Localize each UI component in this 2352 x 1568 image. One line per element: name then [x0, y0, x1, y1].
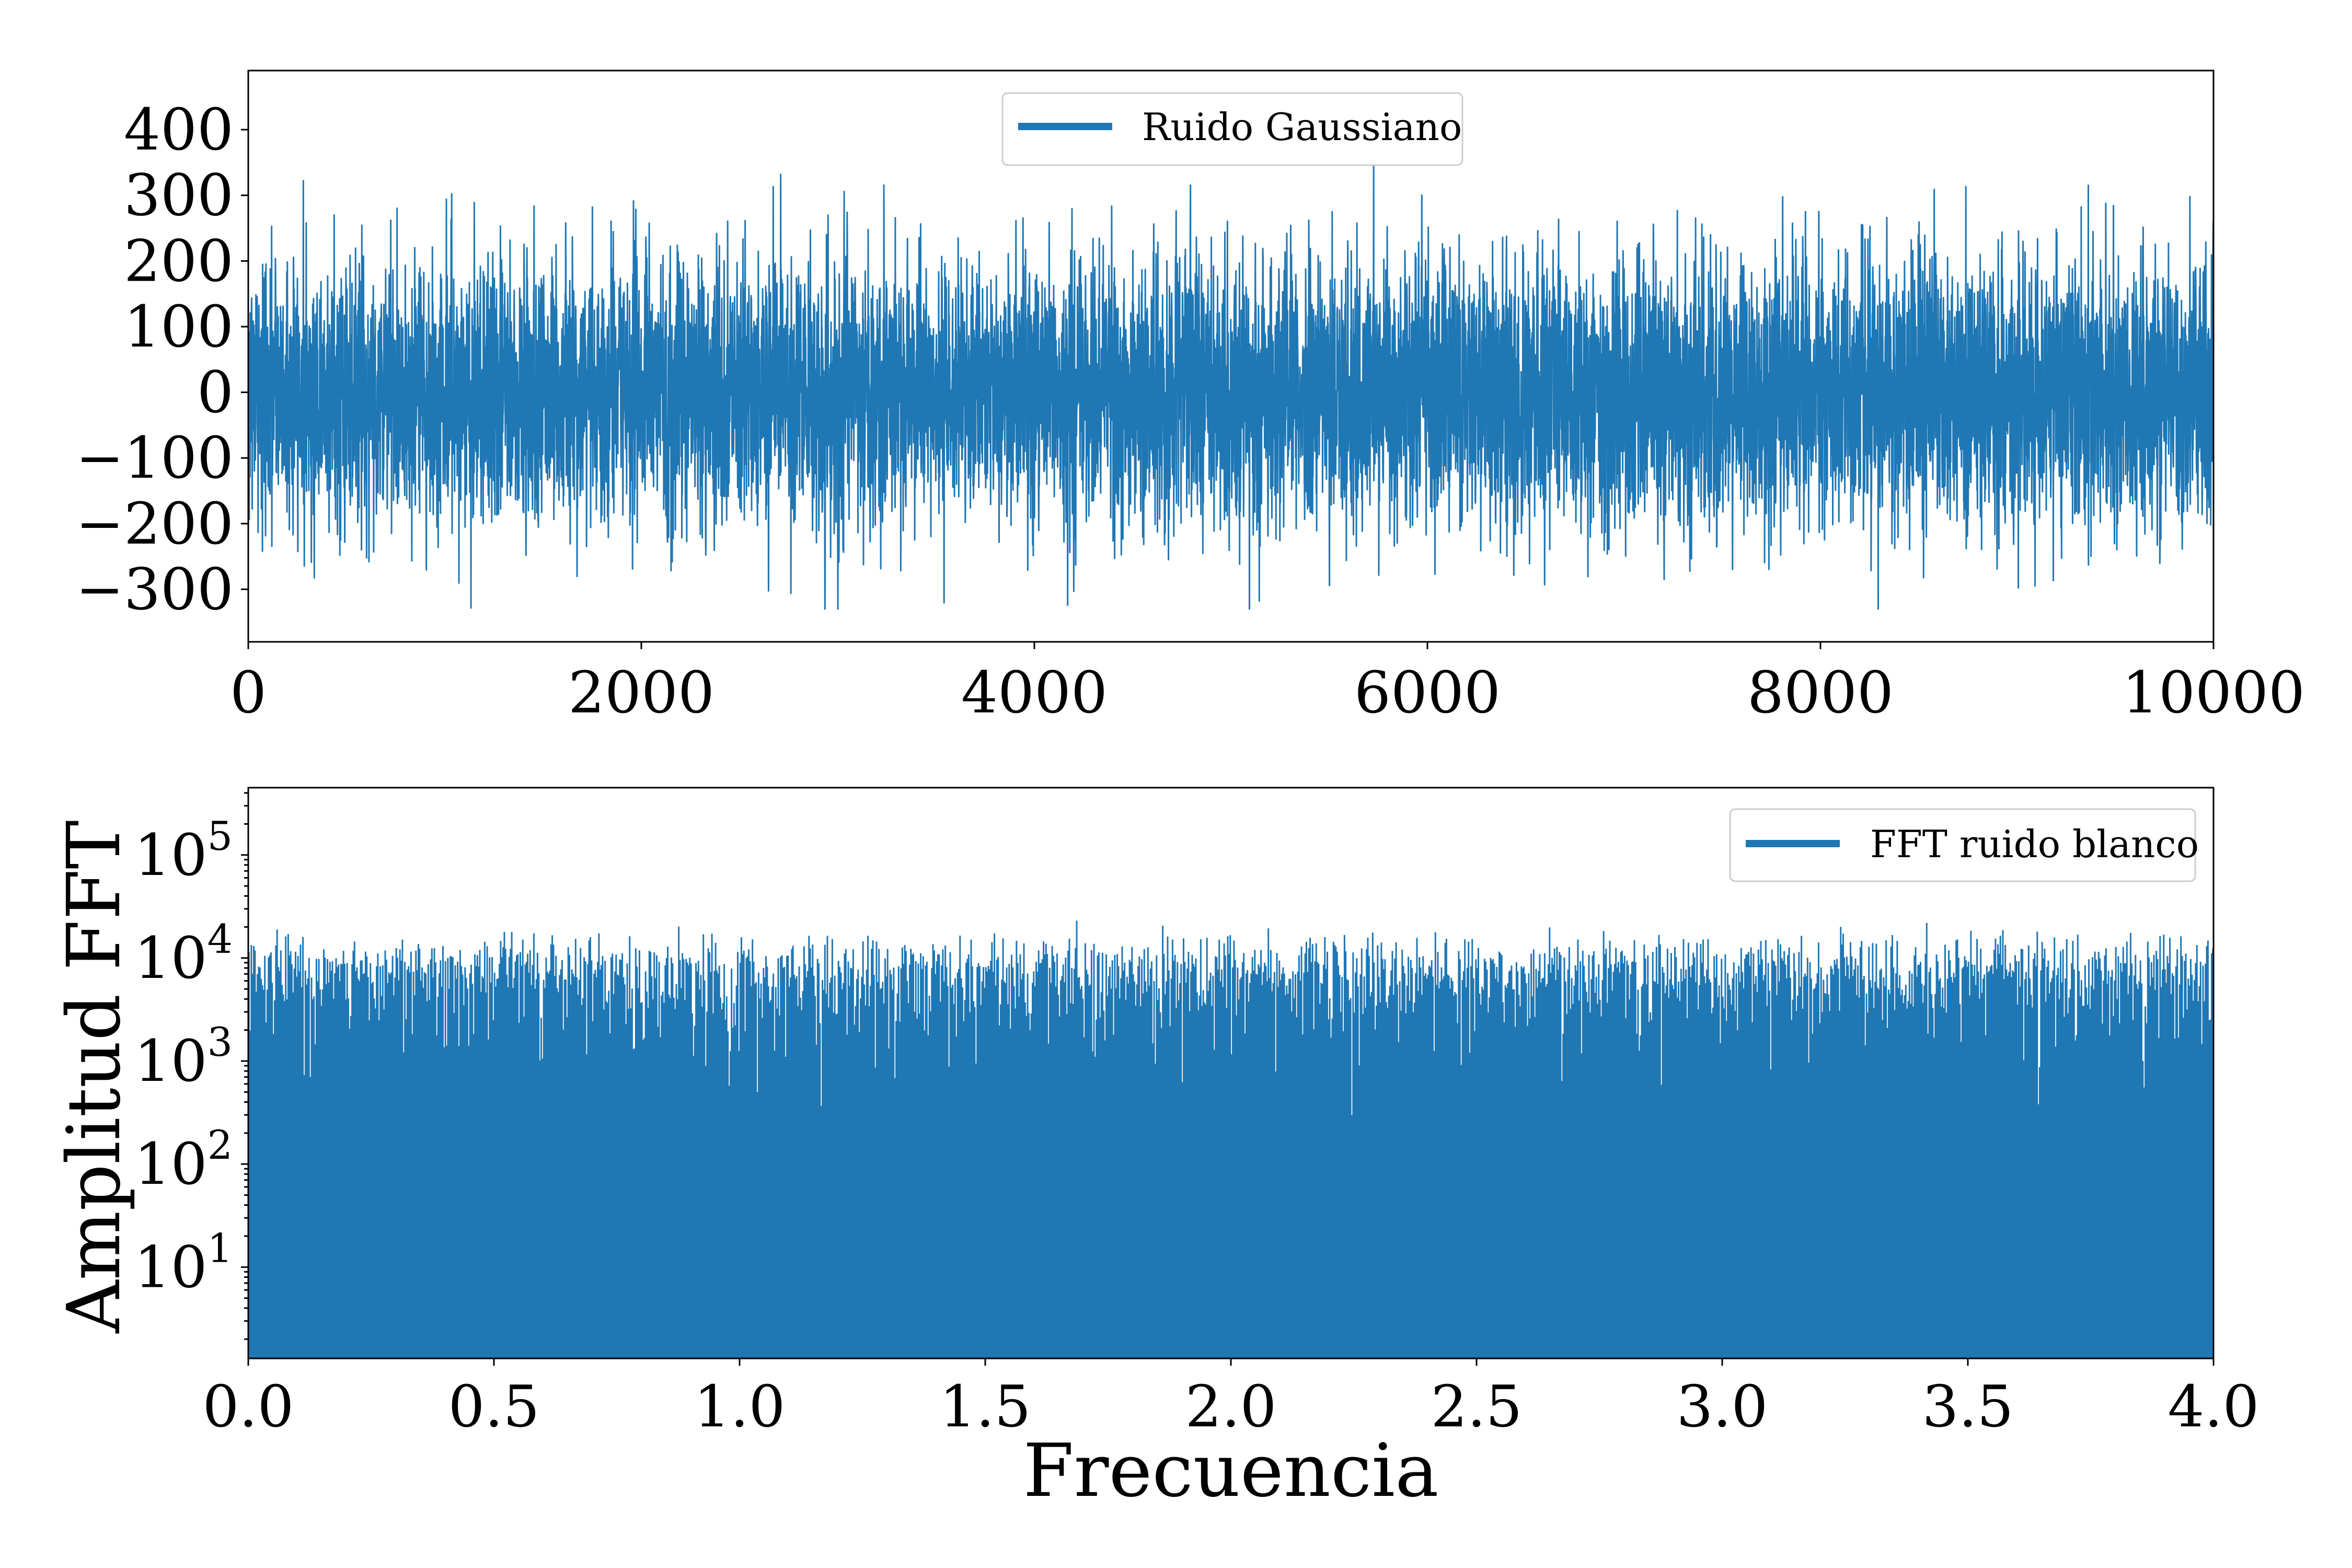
- top-y-tick-label: −200: [76, 490, 234, 557]
- bottom-x-axis: 0.0 0.5 1.0 1.5 2.0 2.5 3.0 3.5 4.0: [203, 1358, 2259, 1440]
- bottom-y-tick-label: 103: [134, 1019, 233, 1094]
- top-y-tick-label: 400: [124, 96, 234, 163]
- top-y-tick-label: 300: [124, 162, 234, 229]
- top-y-tick-label: −100: [76, 424, 234, 491]
- top-x-tick-label: 6000: [1354, 659, 1501, 726]
- bottom-legend-label: FFT ruido blanco: [1870, 822, 2199, 866]
- bottom-legend: FFT ruido blanco: [1729, 808, 2199, 882]
- top-x-tick-label: 10000: [2122, 659, 2305, 726]
- bottom-x-tick-label: 1.5: [940, 1373, 1031, 1440]
- bottom-y-tick-label: 105: [134, 813, 233, 889]
- top-y-tick-label: −300: [76, 556, 234, 622]
- top-legend: Ruido Gaussiano: [1001, 92, 1463, 166]
- top-legend-label: Ruido Gaussiano: [1142, 105, 1462, 149]
- fft-series: [248, 920, 2213, 1358]
- bottom-x-tick-label: 4.0: [2168, 1373, 2259, 1440]
- top-plot-frame: [247, 70, 2215, 643]
- top-x-tick-label: 0: [230, 659, 267, 726]
- top-y-tick-label: 0: [197, 359, 234, 426]
- top-legend-box: [1001, 92, 1463, 166]
- top-x-tick-label: 8000: [1747, 659, 1894, 726]
- gaussian-noise-line: [248, 146, 2213, 610]
- top-x-tick-label: 2000: [568, 659, 714, 726]
- x-axis-title: Frecuencia: [1023, 1428, 1438, 1514]
- y-axis-title: Amplitud FFT: [52, 820, 137, 1333]
- bottom-x-tick-label: 0.0: [203, 1373, 294, 1440]
- top-x-tick-label: 4000: [961, 659, 1108, 726]
- bottom-y-tick-label: 101: [134, 1225, 233, 1300]
- fft-amplitude-bars: [248, 920, 2213, 1358]
- bottom-x-tick-label: 1.0: [694, 1373, 786, 1440]
- bottom-panel-fft: 0.0 0.5 1.0 1.5 2.0 2.5 3.0 3.5 4.0 101 102 103 104…: [52, 787, 2259, 1514]
- bottom-y-tick-label: 104: [134, 916, 233, 991]
- bottom-x-tick-label: 2.0: [1185, 1373, 1277, 1440]
- bottom-y-axis: 101 102 103 104 105: [134, 792, 248, 1340]
- bottom-x-tick-label: 2.5: [1431, 1373, 1523, 1440]
- bottom-x-tick-label: 3.0: [1677, 1373, 1768, 1440]
- top-y-tick-label: 100: [124, 293, 234, 360]
- gaussian-noise-series: [248, 146, 2213, 610]
- bottom-x-tick-label: 3.5: [1922, 1373, 2014, 1440]
- bottom-x-tick-label: 0.5: [448, 1373, 540, 1440]
- top-panel-gaussian-noise: 0 2000 4000 6000 8000 10000 −300−200−10001002…: [76, 70, 2305, 726]
- top-x-axis: 0 2000 4000 6000 8000 10000: [230, 642, 2305, 726]
- bottom-legend-box: [1729, 808, 2196, 882]
- bottom-y-tick-label: 102: [134, 1122, 233, 1197]
- top-y-tick-label: 200: [124, 227, 234, 294]
